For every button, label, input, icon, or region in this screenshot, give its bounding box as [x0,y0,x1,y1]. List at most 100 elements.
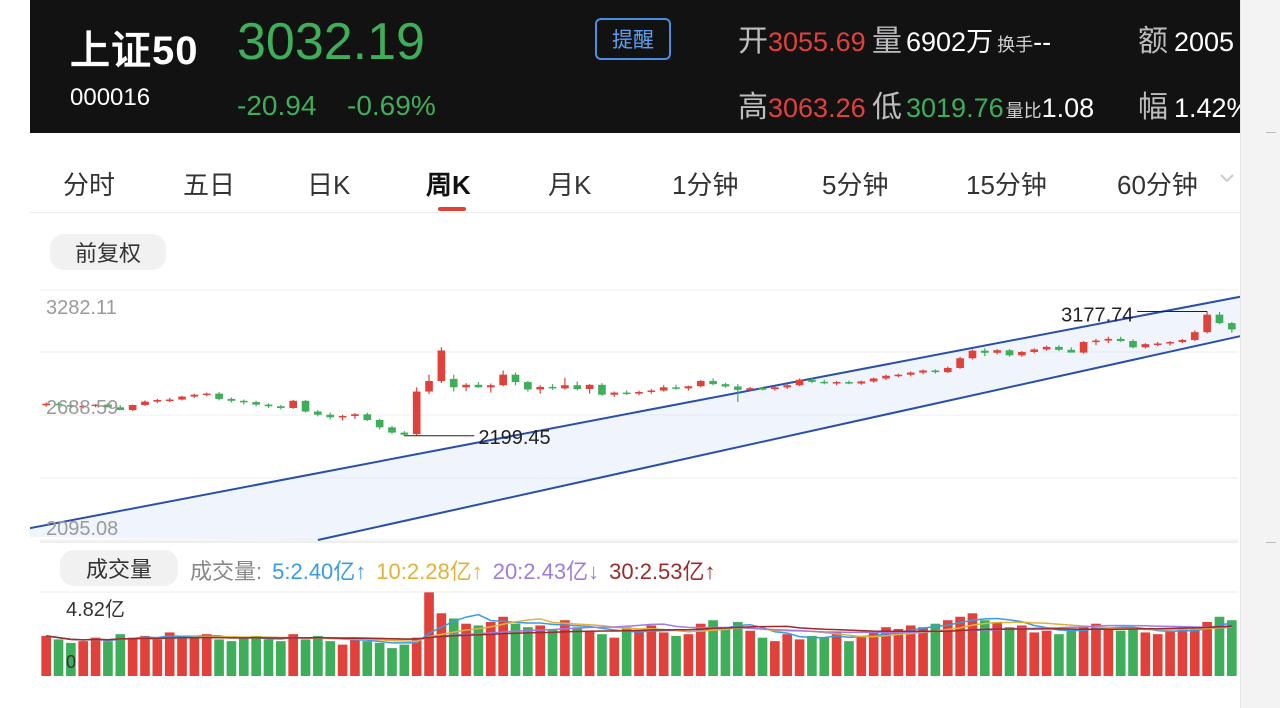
volume-bar [201,634,212,676]
candle-body [721,384,730,387]
volume-bar [770,641,780,676]
candle-body [165,399,174,402]
volume-bar [695,623,706,676]
candle-body [375,419,384,428]
right-scroll-area[interactable] [1240,0,1280,708]
tab-5min[interactable]: 5分钟 [822,170,889,200]
volume-bar [720,627,731,676]
volume-bar [325,641,336,676]
volume-bar [362,641,373,676]
candle-body [412,391,421,435]
candle-body [709,381,717,385]
volume-bar [1128,628,1138,676]
volume-bar [782,634,793,676]
volume-bar [1078,625,1089,676]
volume-bar [560,620,570,676]
candle-body [684,386,693,389]
volume-bar [547,628,558,676]
candle-body [733,386,742,390]
volume-bar [41,635,52,676]
candle-body [696,381,705,387]
volume-bar [164,632,175,676]
volume-bar [448,618,459,676]
period-tabs: 分时 五日 日K 周K 月K 1分钟 5分钟 15分钟 60分钟 [30,147,1240,213]
chevron-down-icon[interactable] [1220,173,1234,183]
candle-body [610,392,619,395]
volume-bar [523,627,533,676]
volume-ma-line [46,625,1232,641]
volume-bar [856,635,867,676]
candle-body [400,432,409,435]
volume-bar [708,620,718,676]
candle-body [573,385,582,390]
volume-bar [1140,632,1151,676]
candle-body [1042,346,1051,350]
candle-body [425,381,433,392]
tab-intraday[interactable]: 分时 [63,170,116,200]
candle-body [536,386,545,390]
candle-body [561,385,569,389]
volume-bar [967,613,978,676]
volume-bar [53,639,64,676]
tab-monthly-k[interactable]: 月K [548,170,592,200]
candle-body [882,375,890,379]
volume-bar [868,632,879,676]
tab-weekly-k[interactable]: 周K [426,170,471,200]
candle-body [1227,323,1236,330]
volume-bar [1029,632,1040,676]
candle-body [1153,343,1162,346]
volume-bar [387,648,397,676]
volume-bar [683,634,694,676]
high-annotation: 3177.74 [1061,305,1133,327]
volume-bar [510,623,521,676]
candle-body [462,384,470,388]
volume-bar [300,639,311,676]
volume-bar [881,627,891,676]
volume-bar [498,616,508,676]
volume-bar [461,623,471,676]
candle-body [437,350,446,382]
volume-bar [584,630,595,676]
adjust-mode-button[interactable]: 前复权 [50,234,166,270]
upper-trend-line [0,292,1257,535]
volume-bar [732,621,743,676]
candle-body [1067,349,1076,353]
tab-15min[interactable]: 15分钟 [966,170,1047,200]
candle-body [153,399,162,402]
candle-body [1141,344,1150,348]
volume-bar [942,620,953,676]
volume-bar [238,637,249,676]
candle-body [808,379,816,382]
tab-60min[interactable]: 60分钟 [1117,170,1198,200]
stat-open: 开 3055.69 [738,25,866,58]
candle-body [449,378,458,388]
candle-body [635,391,643,394]
quote-header: 上证50 000016 3032.19 -20.94 -0.69% 提醒 开 3… [30,0,1240,133]
candle-body [104,404,112,408]
candle-body [845,382,853,384]
candle-body [1116,338,1125,341]
volume-bar [905,625,916,676]
candle-body [1190,332,1199,340]
volume-bar [535,625,546,676]
candle-body [1178,339,1187,343]
alert-button[interactable]: 提醒 [595,18,671,60]
volume-bar [1152,634,1163,676]
volume-bar [671,635,681,676]
volume-indicator-button[interactable]: 成交量 [60,550,178,586]
tab-1min[interactable]: 1分钟 [672,170,739,200]
candle-body [622,392,631,395]
volume-bar [251,635,261,676]
candle-body [1018,351,1026,356]
active-tab-indicator [438,207,466,211]
volume-bar [189,637,200,676]
trend-channel-fill [0,293,1257,541]
candle-body [1203,314,1211,333]
candle-body [647,390,656,392]
tab-daily-k[interactable]: 日K [307,170,351,200]
volume-bar [1177,627,1188,676]
volume-bar [621,627,632,676]
tab-five-day[interactable]: 五日 [183,170,236,200]
volume-bar [745,630,755,676]
